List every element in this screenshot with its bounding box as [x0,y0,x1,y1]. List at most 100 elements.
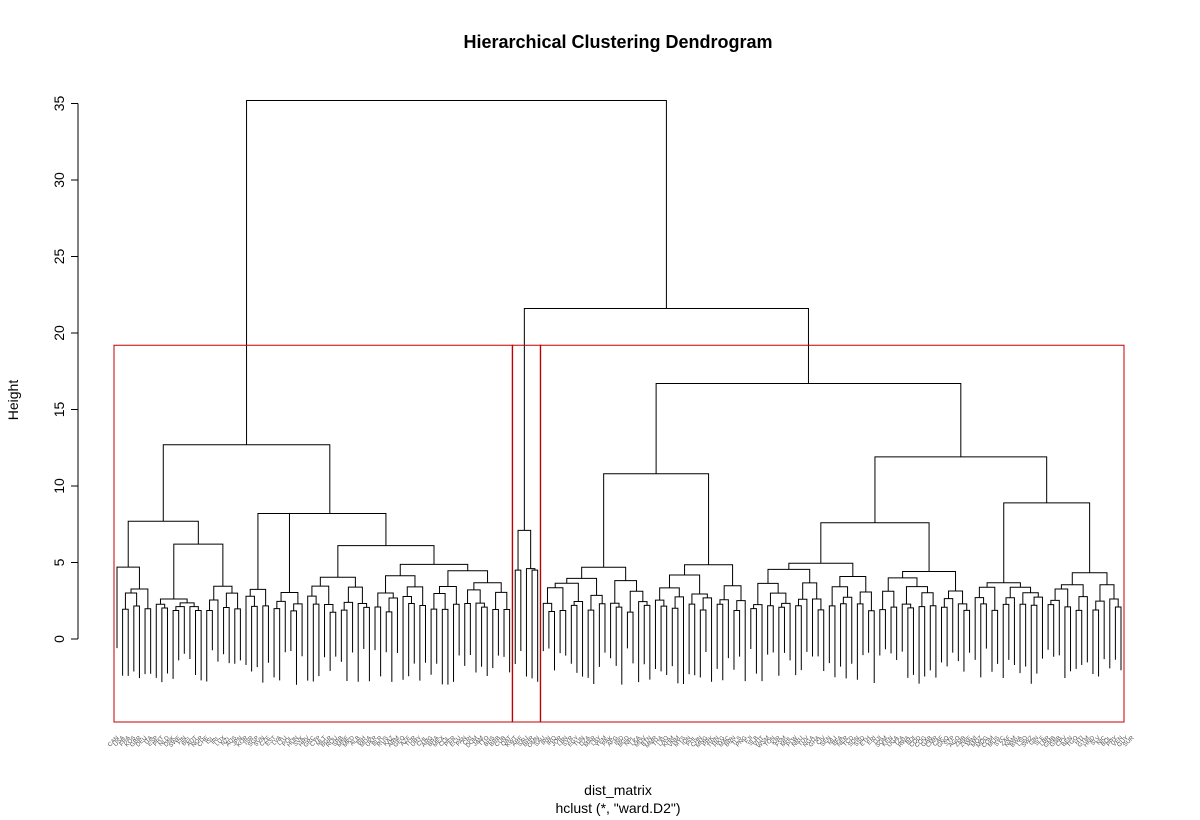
dendrogram-link [280,592,299,604]
y-axis-label: Height [5,380,21,421]
dendrogram-link [312,603,320,682]
dendrogram-link [643,604,651,680]
dendrogram-link [817,609,825,671]
dendrogram-link [1022,592,1039,605]
dendrogram-link [802,582,818,600]
y-tick-label: 20 [51,325,67,341]
dendrogram-link [385,575,416,593]
y-axis: 0 5 10 15 20 25 30 35 [51,96,79,643]
dendrogram-link [319,576,356,588]
dendrogram-link [430,608,438,675]
dendrogram-link [439,585,457,605]
dendrogram-link [542,602,553,652]
dendrogram-link [523,308,809,531]
leaf-label: KIR [771,735,783,747]
dendrogram-link [820,522,930,572]
dendrogram-tree [116,99,1122,685]
dendrogram-link [385,611,393,682]
dendrogram-link [757,582,779,605]
dendrogram-link [155,603,166,678]
dendrogram-link [1109,598,1119,669]
dendrogram-link [879,609,886,656]
dendrogram-link [980,603,987,678]
dendrogram-link [778,606,785,676]
dendrogram-link [467,589,481,604]
dendrogram-link [503,609,511,673]
dendrogram-link [162,444,331,522]
dendrogram-link [699,609,707,678]
dendrogram-link [831,586,849,606]
dendrogram-link [702,597,713,682]
dendrogram-link [887,577,918,592]
dendrogram-link [189,606,199,660]
dendrogram-link [674,596,685,684]
dendrogram-link [986,582,1021,588]
leaf-label: ERI [866,735,878,747]
dendrogram-link [797,598,808,652]
x-axis-label: dist_matrix [584,782,652,798]
leaf-labels: CANUSAFRAKOSGBRDEUITAESPPRTNLDDNKSWEFINB… [107,735,1136,750]
dendrogram-link [133,605,140,679]
dendrogram-link [974,597,985,660]
leaf-label: DJI [873,735,884,746]
dendrogram-link [363,606,370,682]
dendrogram-link [388,597,398,653]
y-tick-label: 5 [51,558,67,566]
dendrogram-link [1030,604,1038,684]
dendrogram-link [377,592,394,608]
dendrogram-link [684,564,734,586]
dendrogram-link [957,603,968,662]
dendrogram-link [978,586,996,611]
leaf-label: LVA [271,735,283,747]
dendrogram-link [654,599,665,670]
dendrogram-link [273,513,387,546]
dendrogram-link [293,603,303,657]
dendrogram-link [546,587,564,611]
dendrogram-link [492,608,499,669]
leaf-label: HTI [1074,735,1085,746]
leaf-label: CRI [462,735,474,747]
dendrogram-link [195,610,202,681]
dendrogram-link [419,605,426,681]
dendrogram-link [402,596,412,680]
dendrogram-link [842,596,853,664]
dendrogram-link [859,591,872,611]
leaf-label: IDN [681,735,693,747]
leaf-label: ISR [244,735,256,747]
leaf-label: SLV [1090,735,1102,747]
dendrogram-link [209,599,219,662]
dendrogram-link [941,606,948,667]
dendrogram-link [716,603,724,681]
dendrogram-link [905,586,928,605]
dendrogram-link [840,603,847,679]
dendrogram-link [598,603,606,667]
dendrogram-link [531,569,539,682]
dendrogram-link [1071,572,1108,585]
dendrogram-link [517,529,532,571]
dendrogram-link [290,610,297,685]
y-tick-label: 25 [51,249,67,265]
dendrogram-link [246,99,667,445]
dendrogram-link [688,603,696,676]
dendrogram-link [1050,599,1060,656]
dendrogram-link [225,592,239,609]
cluster-rect-3 [539,344,1125,723]
dendrogram-link [812,598,822,657]
dendrogram-link [329,611,337,671]
dendrogram-link [660,605,668,675]
dendrogram-link [559,609,567,656]
dendrogram-link [548,610,555,671]
dendrogram-link [907,607,914,678]
chart-title: Hierarchical Clustering Dendrogram [463,32,772,52]
dendrogram-link [788,562,854,577]
dendrogram-link [767,605,774,655]
dendrogram-link [1064,606,1072,678]
dendrogram-link [433,593,446,610]
dendrogram-link [943,598,954,653]
dendrogram-link [566,577,598,596]
dendrogram-link [340,609,348,682]
leaf-label: ISL [205,735,216,746]
y-tick-label: 15 [51,402,67,418]
dendrogram-link [175,606,185,654]
y-tick-label: 35 [51,96,67,112]
